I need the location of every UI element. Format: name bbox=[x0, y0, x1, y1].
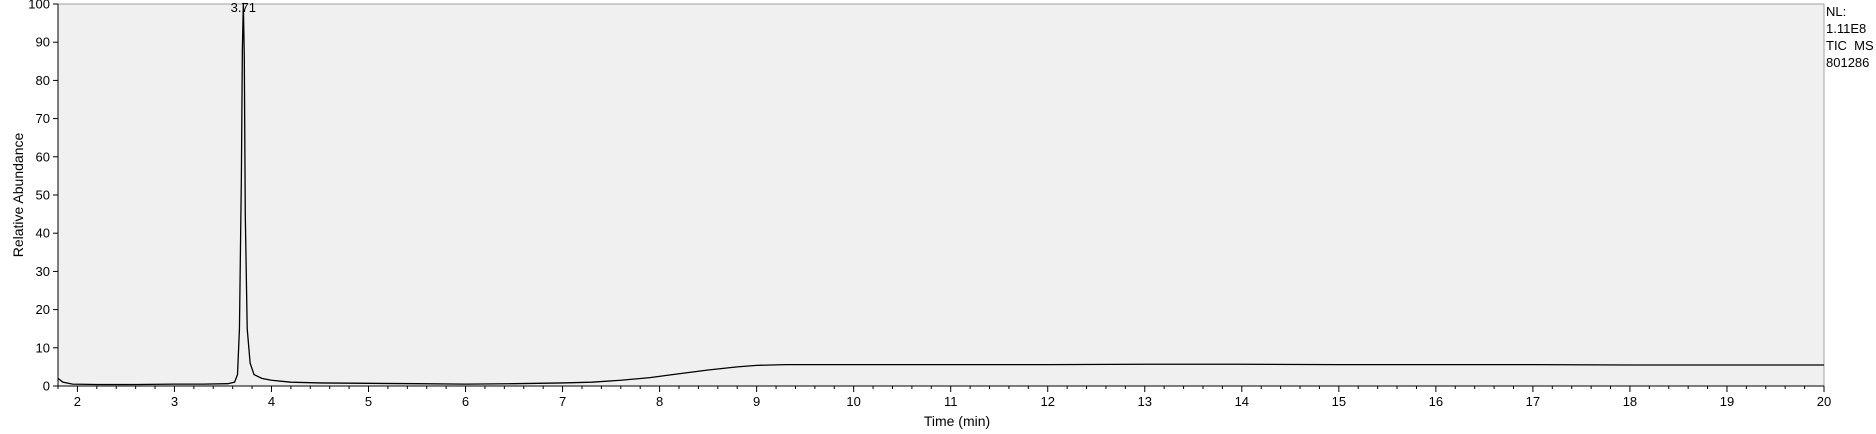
y-tick-label: 20 bbox=[36, 302, 50, 317]
x-tick-label: 8 bbox=[656, 394, 663, 409]
x-axis-label: Time (min) bbox=[924, 413, 990, 429]
x-tick-label: 3 bbox=[171, 394, 178, 409]
x-tick-label: 19 bbox=[1720, 394, 1734, 409]
x-tick-label: 20 bbox=[1817, 394, 1831, 409]
peak-annotations: 3.71 bbox=[231, 0, 256, 15]
y-axis: 0 10 20 30 40 50 60 70 80 90 100 bbox=[28, 0, 59, 394]
x-tick-label: 4 bbox=[268, 394, 275, 409]
x-tick-label: 9 bbox=[753, 394, 760, 409]
y-tick-label: 70 bbox=[36, 111, 50, 126]
x-tick-label: 5 bbox=[365, 394, 372, 409]
peak-label: 3.71 bbox=[231, 0, 256, 15]
plot-area bbox=[57, 3, 1825, 387]
x-tick-label: 10 bbox=[846, 394, 860, 409]
y-tick-label: 40 bbox=[36, 226, 50, 241]
x-tick-label: 17 bbox=[1526, 394, 1540, 409]
nl-value: 1.11E8 bbox=[1826, 21, 1867, 36]
x-tick-label: 6 bbox=[462, 394, 469, 409]
y-axis-label: Relative Abundance bbox=[10, 133, 26, 258]
x-tick-label: 14 bbox=[1235, 394, 1249, 409]
x-tick-label: 2 bbox=[74, 394, 81, 409]
x-tick-label: 15 bbox=[1332, 394, 1346, 409]
tic-trace-line bbox=[57, 3, 1824, 386]
y-tick-label: 50 bbox=[36, 188, 50, 203]
x-tick-label: 12 bbox=[1041, 394, 1055, 409]
x-tick-label: 18 bbox=[1623, 394, 1637, 409]
y-tick-label: 0 bbox=[43, 379, 50, 394]
y-tick-label: 10 bbox=[36, 340, 50, 355]
scan-info-panel: NL: 1.11E8 TIC MS 801286 bbox=[1826, 3, 1874, 71]
y-tick-label: 80 bbox=[36, 73, 50, 88]
x-tick-label: 16 bbox=[1429, 394, 1443, 409]
scan-type: TIC MS bbox=[1826, 38, 1874, 53]
y-tick-label: 90 bbox=[36, 35, 50, 50]
y-tick-label: 30 bbox=[36, 264, 50, 279]
x-axis: 2 3 4 5 6 7 8 9 10 11 12 13 14 15 16 17 18 19 20 bbox=[57, 385, 1831, 409]
x-tick-label: 13 bbox=[1138, 394, 1152, 409]
x-tick-label: 11 bbox=[944, 394, 958, 409]
nl-label: NL: bbox=[1826, 4, 1847, 19]
sample-id: 801286 bbox=[1826, 55, 1870, 70]
x-tick-label: 7 bbox=[559, 394, 566, 409]
y-tick-label: 60 bbox=[36, 149, 50, 164]
y-tick-label: 100 bbox=[28, 0, 50, 12]
